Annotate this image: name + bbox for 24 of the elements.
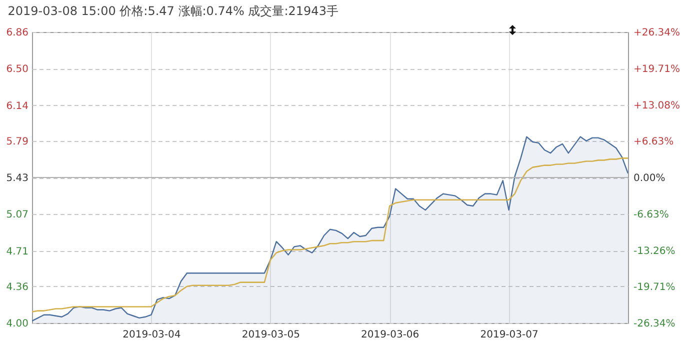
x-tick-label: 2019-03-07 [480,330,538,340]
y2-tick-label: -6.63% [634,210,669,221]
y2-tick-label: 0.00% [634,173,666,184]
y-tick-label: 6.86 [6,28,28,38]
y-tick-label: 4.00 [6,318,28,330]
x-tick-label: 2019-03-04 [122,330,181,340]
y-tick-label: 6.14 [6,100,28,112]
y2-tick-label: +26.34% [634,28,680,38]
y-tick-label: 4.71 [6,246,28,258]
chart-title: 2019-03-08 15:00 价格:5.47 涨幅:0.74% 成交量:21943手 [8,4,338,18]
y-tick-label: 5.43 [6,173,28,184]
y2-tick-label: +6.63% [634,136,674,148]
x-tick-label: 2019-03-05 [242,330,300,340]
y2-tick-label: -13.26% [634,246,676,258]
y2-tick-label: +13.08% [634,100,680,112]
x-tick-label: 2019-03-06 [361,330,420,340]
y2-tick-label: -26.34% [634,318,676,330]
y-tick-label: 5.79 [6,136,28,148]
y-tick-label: 4.36 [6,282,28,293]
y2-tick-label: +19.71% [634,64,680,76]
line-series [32,158,628,312]
y-tick-label: 5.07 [6,210,28,221]
y2-tick-label: -19.71% [634,282,676,293]
y-tick-label: 6.50 [6,64,28,76]
